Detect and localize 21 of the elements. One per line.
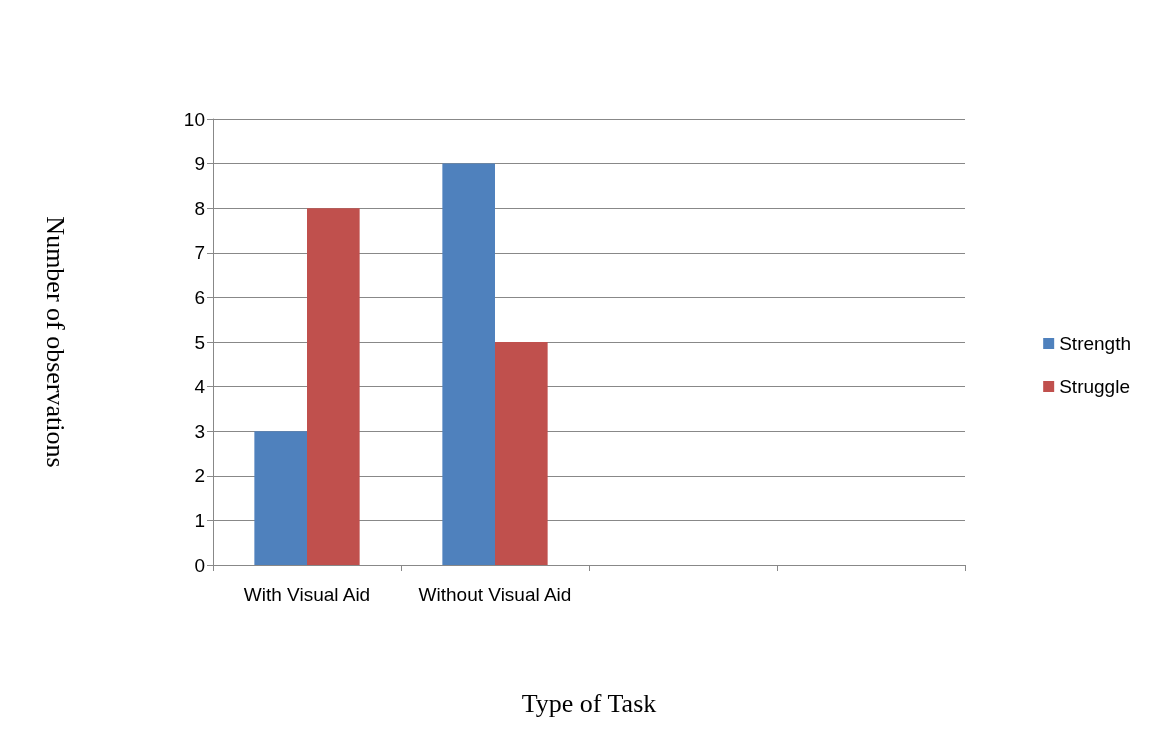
y-tick-label: 4 xyxy=(194,376,206,398)
y-tick-label: 6 xyxy=(194,286,205,308)
y-tick-label: 0 xyxy=(194,554,205,576)
legend-label: Struggle xyxy=(1059,376,1130,397)
x-tick-label: Without Visual Aid xyxy=(418,583,572,605)
bar xyxy=(254,431,307,565)
x-axis-title: Type of Task xyxy=(521,688,657,718)
bar xyxy=(495,342,548,565)
x-tick-label: With Visual Aid xyxy=(243,583,371,605)
y-tick-label: 8 xyxy=(194,197,205,219)
y-tick-label: 2 xyxy=(194,465,205,487)
y-tick-label: 7 xyxy=(194,242,205,264)
y-axis-title: Number of observations xyxy=(40,216,70,468)
y-tick-label: 5 xyxy=(194,331,205,353)
legend-label: Strength xyxy=(1059,333,1131,354)
y-tick-label: 1 xyxy=(194,509,205,531)
y-tick-label: 10 xyxy=(183,108,205,130)
y-tick-label: 9 xyxy=(194,153,205,175)
y-tick-label: 3 xyxy=(194,420,205,442)
bar xyxy=(307,208,360,565)
bar xyxy=(442,163,495,565)
